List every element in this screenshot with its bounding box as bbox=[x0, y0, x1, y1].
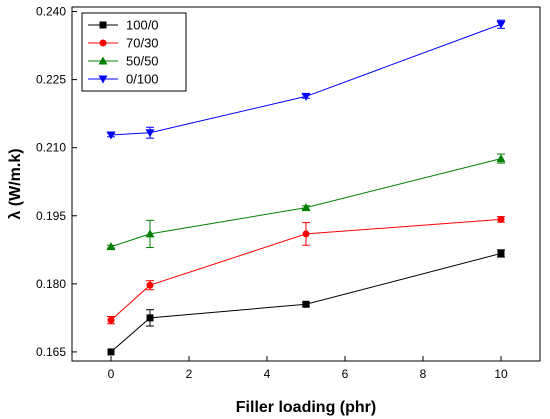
series-line bbox=[110, 252, 502, 353]
x-tick-label: 10 bbox=[494, 367, 508, 381]
x-tick-label: 6 bbox=[342, 367, 349, 381]
data-point bbox=[107, 348, 115, 356]
data-point bbox=[107, 316, 115, 324]
data-point bbox=[146, 314, 154, 322]
legend-marker bbox=[98, 56, 108, 65]
legend-label: 0/100 bbox=[126, 72, 159, 87]
x-axis-title: Filler loading (phr) bbox=[236, 399, 376, 416]
data-point bbox=[301, 203, 311, 212]
data-point bbox=[497, 215, 505, 223]
y-axis-title: λ (W/m.k) bbox=[7, 148, 24, 219]
x-tick-label: 4 bbox=[264, 367, 271, 381]
data-point bbox=[302, 300, 310, 308]
legend-marker bbox=[99, 21, 107, 29]
series-triangle-down bbox=[106, 19, 506, 140]
series-line bbox=[110, 218, 502, 321]
legend-box bbox=[81, 12, 187, 92]
data-point bbox=[301, 92, 311, 101]
plot-frame bbox=[71, 6, 541, 362]
legend: 100/0 70/30 50/50 0/100 bbox=[81, 12, 187, 92]
legend-label: 50/50 bbox=[126, 54, 159, 69]
data-point bbox=[145, 129, 155, 138]
data-point bbox=[496, 20, 506, 29]
series-line bbox=[110, 158, 502, 248]
data-point bbox=[106, 131, 116, 140]
axis-ticks: 0 2 4 6 8 10 0.165 0.180 0.195 0.210 0.225 0.240 bbox=[36, 5, 508, 381]
y-tick-label: 0.225 bbox=[36, 73, 66, 87]
y-tick-label: 0.165 bbox=[36, 345, 66, 359]
data-point bbox=[497, 249, 505, 257]
data-point bbox=[106, 242, 116, 251]
legend-marker bbox=[98, 75, 108, 84]
y-tick-label: 0.195 bbox=[36, 209, 66, 223]
y-tick-label: 0.180 bbox=[36, 277, 66, 291]
x-tick-label: 2 bbox=[186, 367, 193, 381]
series-triangle-up bbox=[106, 153, 506, 251]
x-tick-label: 8 bbox=[420, 367, 427, 381]
legend-label: 100/0 bbox=[126, 18, 159, 33]
y-tick-label: 0.210 bbox=[36, 141, 66, 155]
legend-marker bbox=[99, 39, 107, 47]
series-circle bbox=[107, 215, 505, 325]
data-point bbox=[146, 281, 154, 289]
y-tick-label: 0.240 bbox=[36, 5, 66, 19]
x-tick-label: 0 bbox=[108, 367, 115, 381]
data-point bbox=[496, 154, 506, 163]
data-point bbox=[302, 230, 310, 238]
legend-label: 70/30 bbox=[126, 36, 159, 51]
series-line bbox=[110, 23, 502, 136]
series-square bbox=[107, 249, 505, 356]
series-layer bbox=[106, 19, 506, 356]
data-point bbox=[145, 229, 155, 238]
